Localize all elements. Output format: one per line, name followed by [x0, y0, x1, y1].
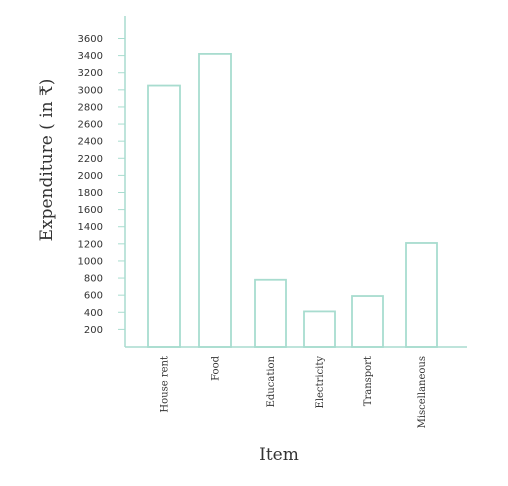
y-tick-label: 3200 — [78, 68, 103, 79]
y-tick-label: 3400 — [78, 51, 103, 62]
y-tick-label: 200 — [84, 325, 103, 336]
x-tick-label: Education — [266, 355, 277, 407]
y-tick-label: 400 — [84, 308, 103, 319]
y-tick-label: 1000 — [78, 256, 103, 267]
y-tick-label: 3600 — [78, 34, 103, 45]
y-ticks: 200 400 600 800 1000 1200 1400 1600 1800 2000 2200… — [78, 34, 125, 336]
bar-food — [198, 53, 232, 348]
y-tick-label: 2200 — [78, 154, 103, 165]
bar-education — [254, 278, 287, 348]
y-tick-label: 1600 — [78, 205, 103, 216]
bars — [147, 53, 438, 348]
y-tick-label: 2000 — [78, 171, 103, 182]
y-tick-label: 800 — [84, 274, 103, 285]
x-tick-label: Electricity — [315, 356, 326, 409]
y-tick-label: 1200 — [78, 239, 103, 250]
y-axis-title: Expenditure ( in ₹) — [37, 79, 57, 242]
y-tick-label: 2600 — [78, 120, 103, 131]
bar-miscellaneous — [405, 242, 438, 348]
y-tick-label: 3000 — [78, 85, 103, 96]
bar-transport — [351, 295, 384, 348]
x-tick-labels: House rent Food Education Electricity Transp… — [160, 355, 429, 428]
y-tick-label: 1800 — [78, 188, 103, 199]
y-tick-label: 1400 — [78, 222, 103, 233]
x-axis-title: Item — [259, 445, 299, 465]
y-tick-label: 2800 — [78, 102, 103, 113]
x-tick-label: Miscellaneous — [417, 356, 428, 428]
x-tick-label: Food — [211, 355, 222, 380]
bar-house-rent — [147, 84, 181, 348]
y-tick-label: 2400 — [78, 137, 103, 148]
y-tick-label: 600 — [84, 291, 103, 302]
x-tick-label: Transport — [363, 356, 374, 406]
bar-electricity — [303, 310, 336, 348]
x-tick-label: House rent — [160, 356, 171, 413]
